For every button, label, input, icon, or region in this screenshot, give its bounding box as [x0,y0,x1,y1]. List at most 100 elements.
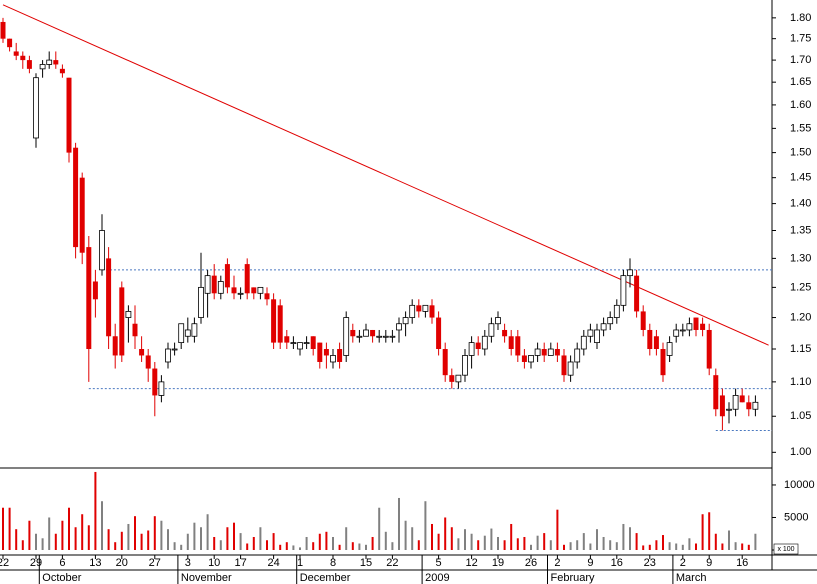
candle-body [515,336,521,356]
volume-bar [464,529,466,550]
candle-body [613,304,620,318]
candle-body [382,335,389,338]
x-tick-label: 2 [554,557,560,569]
candle-body [693,317,699,330]
x-tick-label: 26 [525,557,537,569]
candle-body [284,336,290,343]
x-tick-label: 12 [465,557,477,569]
candle-body [468,342,475,356]
candle-body [158,381,165,396]
candle-body [502,329,508,337]
volume-bar [576,540,579,550]
volume-bar [734,542,737,550]
month-label: November [181,572,232,584]
volume-bar [87,525,90,550]
candle-body [726,408,732,411]
y-tick-label: 1.30 [790,252,811,264]
candle-body [567,361,574,376]
month-label: December [300,572,351,584]
candle-body [264,293,270,300]
candle-body [106,258,112,337]
volume-bar [741,543,744,550]
volume-bar [285,542,288,550]
candle-body [679,329,686,332]
candle-body [125,311,132,318]
volume-bar [695,543,697,550]
candle-body [660,349,666,376]
x-tick-label: 15 [360,557,372,569]
volume-bar [193,522,196,550]
volume-bar [424,501,427,550]
candle-body [165,348,171,363]
y-tick-label: 1.35 [790,224,811,236]
candle-body [152,368,158,396]
candle-body [323,349,329,356]
volume-bar [299,547,301,550]
y-tick-label: 1.50 [790,147,811,159]
candle-body [389,335,396,338]
month-label: October [42,572,81,584]
volume-bar [417,540,420,550]
y-tick-label: 1.55 [790,122,811,134]
volume-bar [642,545,645,550]
volume-bar [68,507,70,550]
unit-label: x 100 [777,546,794,553]
candle-body [600,323,607,331]
candle-body [640,311,646,330]
volume-bar [213,536,216,550]
candle-body [184,329,191,337]
candle-body [547,348,554,356]
candle-body [39,64,46,70]
candle-body [455,374,462,383]
candle-body [752,401,759,410]
volume-bar [186,533,189,550]
x-tick-label: 16 [611,557,623,569]
volume-bar [411,527,414,550]
candle-body [594,329,600,344]
volume-bar [259,527,262,550]
x-tick-label: 29 [30,557,42,569]
volume-bar [74,527,77,550]
x-tick-label: 23 [644,557,656,569]
candle-body [79,177,85,253]
candle-body [59,68,65,74]
candle-body [217,281,224,294]
y-tick-label: 1.75 [790,33,811,45]
candle-body [528,355,534,363]
y-tick-label: 5000 [784,511,808,523]
volume-bar [140,533,143,550]
candle-body [647,329,653,350]
volume-bar [21,540,24,550]
candle-body [46,59,53,65]
month-label: 2009 [425,572,449,584]
volume-bar [708,512,711,550]
x-tick-label: 6 [59,557,65,569]
y-tick-label: 1.00 [790,446,811,458]
volume-bar [338,544,341,550]
candle-body [350,329,356,337]
volume-bar [252,536,255,550]
y-tick-label: 1.05 [790,410,811,422]
volume-bar [701,514,704,550]
volume-bar [365,544,367,550]
candle-body [666,342,673,356]
candle-body [700,323,706,330]
volume-bar [272,533,275,550]
x-tick-label: 27 [149,557,161,569]
candle-body [634,275,640,312]
volume-bar [134,516,136,550]
volume-bar [457,538,460,550]
volume-bar [114,542,117,550]
candle-body [244,264,250,294]
volume-bar [569,542,572,550]
volume-bar [503,540,506,550]
candle-body [257,286,264,294]
volume-bar [233,522,235,550]
volume-bar [477,540,480,550]
x-tick-label: 10 [208,557,220,569]
x-tick-label: 8 [330,557,336,569]
volume-bar [728,530,730,550]
x-tick-label: 22 [386,557,398,569]
y-tick-label: 1.60 [790,99,811,111]
